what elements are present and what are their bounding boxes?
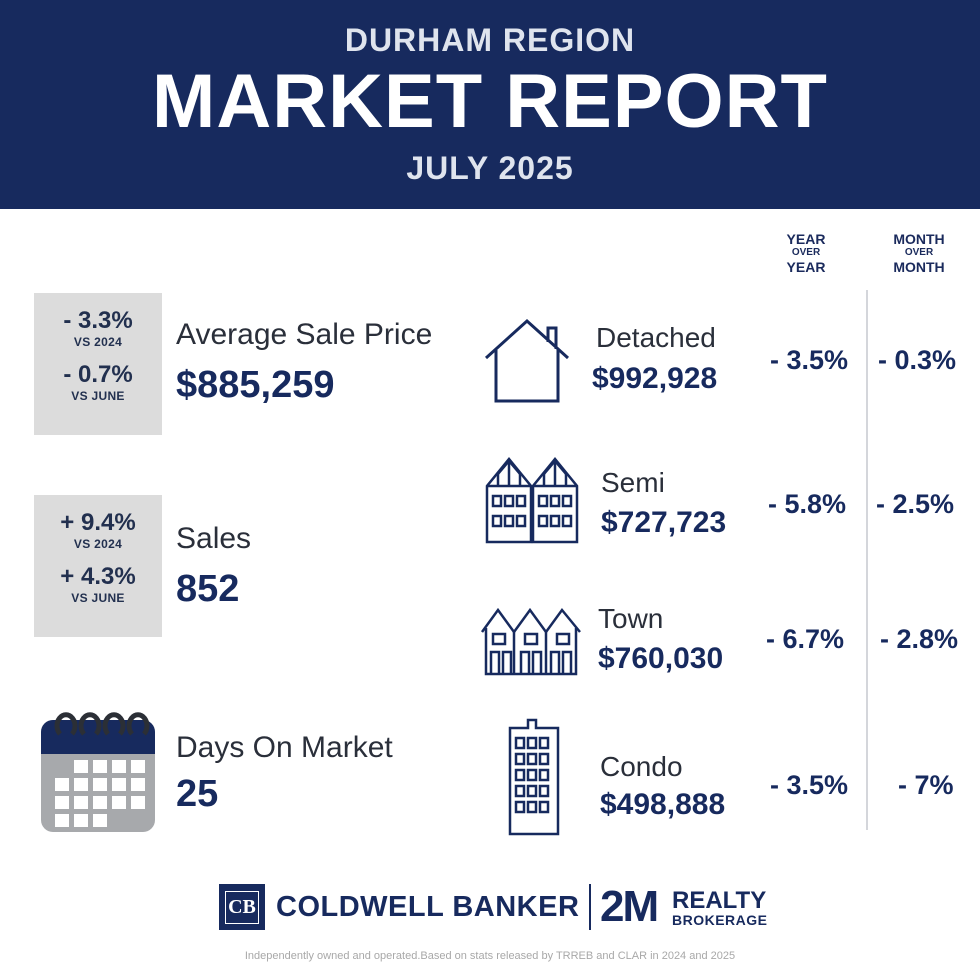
semi-mom: - 2.5% xyxy=(876,489,955,519)
report-title: MARKET REPORT xyxy=(152,59,828,144)
calendar-icon xyxy=(41,712,155,832)
condo-label: Condo xyxy=(600,751,683,782)
town-mom: - 2.8% xyxy=(880,624,959,654)
yoy-column-header: YEAR OVER YEAR xyxy=(770,232,842,274)
townhouse-icon xyxy=(480,607,581,676)
sales-label: Sales xyxy=(176,522,252,555)
mom-header-top: MONTH xyxy=(893,231,945,247)
town-price: $760,030 xyxy=(598,642,724,675)
sales-mom-change: + 4.3% xyxy=(60,563,136,590)
avg-price-mom-change: - 0.7% xyxy=(63,361,133,388)
yoy-header-bot: YEAR xyxy=(786,259,826,275)
cb-monogram: CB xyxy=(225,890,259,924)
yoy-header-top: YEAR xyxy=(786,231,826,247)
yoy-header-mid: OVER xyxy=(791,247,821,258)
condo-building-icon xyxy=(508,718,560,836)
days-on-market-value: 25 xyxy=(176,773,219,815)
mom-column-header: MONTH OVER MONTH xyxy=(880,232,958,274)
footnote: Independently owned and operated.Based o… xyxy=(244,950,736,962)
town-yoy: - 6.7% xyxy=(766,624,845,654)
sales-yoy-label: VS 2024 xyxy=(73,537,123,551)
condo-price: $498,888 xyxy=(600,788,726,821)
report-date: JULY 2025 xyxy=(406,150,574,186)
avg-price-label: Average Sale Price xyxy=(176,318,433,351)
header-banner: DURHAM REGION MARKET REPORT JULY 2025 xyxy=(0,0,980,209)
logo-divider xyxy=(589,884,591,930)
sales-yoy-change: + 9.4% xyxy=(60,509,136,536)
mom-header-bot: MONTH xyxy=(893,259,945,275)
semi-price: $727,723 xyxy=(601,506,727,539)
condo-mom: - 7% xyxy=(898,770,954,800)
avg-price-mom-label: VS JUNE xyxy=(71,389,125,403)
semi-label: Semi xyxy=(601,467,665,498)
sales-mom-label: VS JUNE xyxy=(71,591,125,605)
column-divider xyxy=(866,290,868,830)
town-label: Town xyxy=(598,603,664,634)
semi-house-icon xyxy=(485,457,579,544)
region-title: DURHAM REGION xyxy=(344,22,636,58)
semi-yoy: - 5.8% xyxy=(768,489,847,519)
coldwell-banker-logo-mark: CB xyxy=(219,884,265,930)
brand2-name: REALTY xyxy=(672,887,767,914)
avg-price-change-box: - 3.3% VS 2024 - 0.7% VS JUNE xyxy=(34,293,162,435)
sales-change-box: + 9.4% VS 2024 + 4.3% VS JUNE xyxy=(34,495,162,637)
avg-price-yoy-label: VS 2024 xyxy=(73,335,123,349)
detached-mom: - 0.3% xyxy=(878,345,957,375)
mom-header-mid: OVER xyxy=(904,247,934,258)
detached-price: $992,928 xyxy=(592,362,718,395)
avg-price-value: $885,259 xyxy=(176,364,335,406)
sales-value: 852 xyxy=(176,568,240,610)
coldwell-banker-name: COLDWELL BANKER xyxy=(276,891,580,923)
detached-label: Detached xyxy=(596,322,716,353)
detached-yoy: - 3.5% xyxy=(770,345,849,375)
avg-price-yoy-change: - 3.3% xyxy=(63,307,133,334)
brand2-mark: 2M xyxy=(600,882,659,931)
condo-yoy: - 3.5% xyxy=(770,770,849,800)
brand2-sub: BROKERAGE xyxy=(672,912,768,928)
detached-house-icon xyxy=(484,318,570,403)
days-on-market-label: Days On Market xyxy=(176,731,393,764)
